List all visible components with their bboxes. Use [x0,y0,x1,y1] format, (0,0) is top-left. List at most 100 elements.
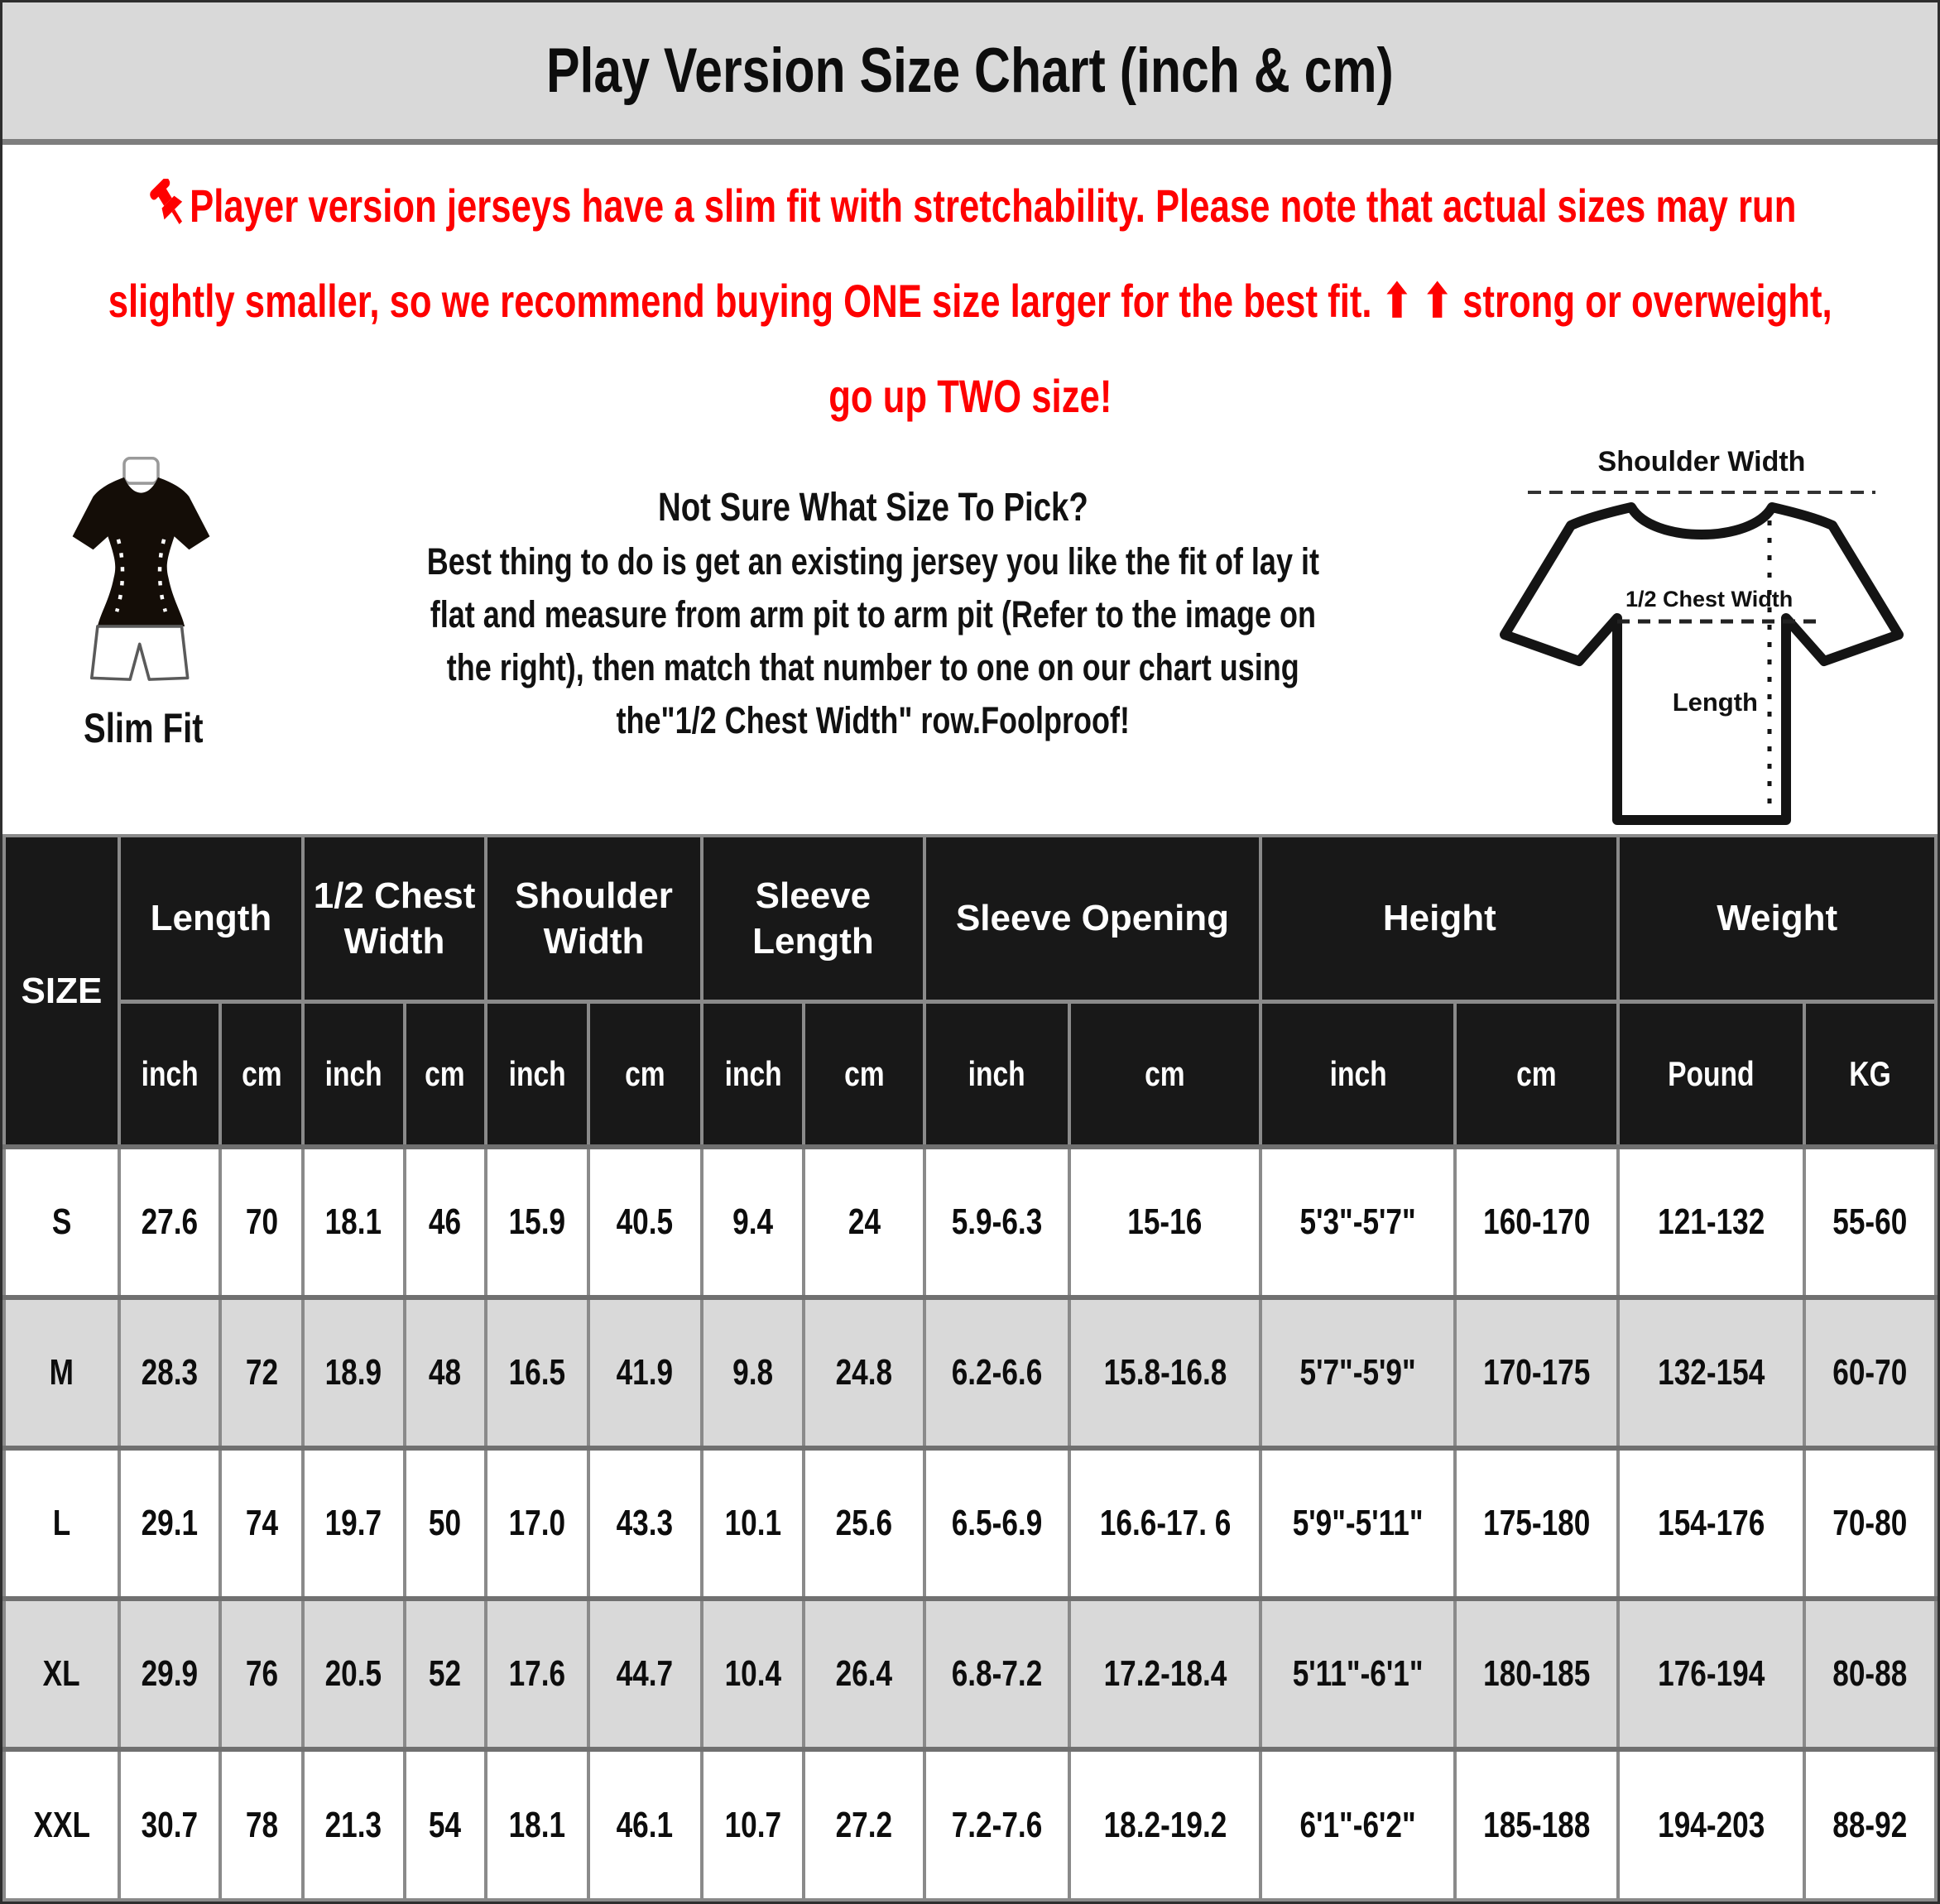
size-cell: S [2,1144,121,1299]
size-pick-guide: Not Sure What Size To Pick? Best thing t… [267,443,1478,834]
data-cell: 40.5 [586,1144,703,1299]
data-cell: 121-132 [1616,1144,1806,1299]
data-cell: 160-170 [1453,1144,1621,1299]
notice-row-3: go up TWO size! [2,348,1938,444]
data-cell: 175-180 [1453,1446,1621,1600]
data-cell: 7.2-7.6 [922,1747,1072,1902]
data-cell: 46 [402,1144,488,1299]
data-cell: 10.7 [699,1747,806,1902]
unit-header: inch [484,999,590,1149]
data-cell: 6.5-6.9 [922,1446,1072,1600]
data-cell: 194-203 [1616,1747,1806,1902]
table-row-l: L 29.1 74 19.7 50 17.0 43.3 10.1 25.6 6.… [2,1446,1938,1600]
data-cell: 70 [218,1144,305,1299]
data-cell: 5'3"-5'7" [1259,1144,1457,1299]
data-cell: 20.5 [301,1596,406,1751]
page-title: Play Version Size Chart (inch & cm) [546,36,1394,106]
data-cell: 6.8-7.2 [922,1596,1072,1751]
size-cell: XL [2,1596,121,1751]
data-cell: 16.6-17. 6 [1068,1446,1263,1600]
measure-diagram-block: Shoulder Width 1/2 Chest Width Length [1478,438,1929,834]
unit-header: inch [699,999,806,1149]
data-cell: 19.7 [301,1446,406,1600]
data-cell: 17.2-18.4 [1068,1596,1263,1751]
group-header-half-chest: 1/2 Chest Width [301,834,488,1003]
table-row-m: M 28.3 72 18.9 48 16.5 41.9 9.8 24.8 6.2… [2,1295,1938,1450]
data-cell: 80-88 [1802,1596,1938,1751]
data-cell: 15.9 [484,1144,590,1299]
unit-header: inch [117,999,223,1149]
data-cell: 52 [402,1596,488,1751]
data-cell: 26.4 [802,1596,926,1751]
notice-row-2: slightly smaller, so we recommend buying… [2,253,1938,348]
data-cell: 70-80 [1802,1446,1938,1600]
unit-header: cm [402,999,488,1149]
data-cell: 9.4 [699,1144,806,1299]
data-cell: 5.9-6.3 [922,1144,1072,1299]
data-cell: 6'1"-6'2" [1259,1747,1457,1902]
length-label: Length [1673,688,1758,717]
data-cell: 74 [218,1446,305,1600]
data-cell: 185-188 [1453,1747,1621,1902]
data-cell: 46.1 [586,1747,703,1902]
data-cell: 180-185 [1453,1596,1621,1751]
data-cell: 30.7 [117,1747,223,1902]
guide-line: the right), then match that number to on… [446,646,1299,688]
data-cell: 170-175 [1453,1295,1621,1450]
data-cell: 10.1 [699,1446,806,1600]
data-cell: 27.2 [802,1747,926,1902]
data-cell: 21.3 [301,1747,406,1902]
guide-line: the"1/2 Chest Width" row.Foolproof! [616,699,1130,741]
data-cell: 5'7"-5'9" [1259,1295,1457,1450]
unit-header: inch [301,999,406,1149]
data-cell: 29.1 [117,1446,223,1600]
title-bar: Play Version Size Chart (inch & cm) [2,2,1938,145]
data-cell: 15-16 [1068,1144,1263,1299]
notice-row-1: Player version jerseys have a slim fit w… [2,158,1938,253]
data-cell: 27.6 [117,1144,223,1299]
unit-header: inch [922,999,1072,1149]
data-cell: 25.6 [802,1446,926,1600]
guide-line: flat and measure from arm pit to arm pit… [430,593,1316,635]
data-cell: 176-194 [1616,1596,1806,1751]
data-cell: 24 [802,1144,926,1299]
data-cell: 55-60 [1802,1144,1938,1299]
data-cell: 16.5 [484,1295,590,1450]
data-cell: 17.0 [484,1446,590,1600]
pushpin-icon [149,178,182,224]
data-cell: 54 [402,1747,488,1902]
data-cell: 132-154 [1616,1295,1806,1450]
group-header-sleeve-length: Sleeve Length [699,834,926,1003]
data-cell: 88-92 [1802,1747,1938,1902]
data-cell: 10.4 [699,1596,806,1751]
tshirt-measure-diagram: Shoulder Width 1/2 Chest Width Length [1500,446,1904,825]
data-cell: 41.9 [586,1295,703,1450]
unit-header: KG [1802,999,1938,1149]
size-table-wrap: SIZE Length 1/2 Chest Width Shoulder Wid… [2,834,1938,1902]
unit-header: cm [586,999,703,1149]
data-cell: 15.8-16.8 [1068,1295,1263,1450]
guide-line: Best thing to do is get an existing jers… [426,540,1319,583]
data-cell: 9.8 [699,1295,806,1450]
size-cell: L [2,1446,121,1600]
unit-header: cm [1453,999,1621,1149]
data-cell: 50 [402,1446,488,1600]
group-header-weight: Weight [1616,834,1938,1003]
data-cell: 78 [218,1747,305,1902]
data-cell: 154-176 [1616,1446,1806,1600]
data-cell: 18.1 [301,1144,406,1299]
data-cell: 6.2-6.6 [922,1295,1072,1450]
data-cell: 18.1 [484,1747,590,1902]
half-chest-width-label: 1/2 Chest Width [1625,587,1793,611]
notice-line-1: Player version jerseys have a slim fit w… [189,180,1796,232]
data-cell: 44.7 [586,1596,703,1751]
notice-line-3: go up TWO size! [828,370,1112,422]
slim-fit-block: Slim Fit [11,443,267,834]
data-cell: 60-70 [1802,1295,1938,1450]
slim-fit-figure-icon [72,456,210,681]
guide-heading: Not Sure What Size To Pick? [657,486,1088,530]
notice-line-2: slightly smaller, so we recommend buying… [108,274,1832,327]
data-cell: 18.9 [301,1295,406,1450]
data-cell: 17.6 [484,1596,590,1751]
